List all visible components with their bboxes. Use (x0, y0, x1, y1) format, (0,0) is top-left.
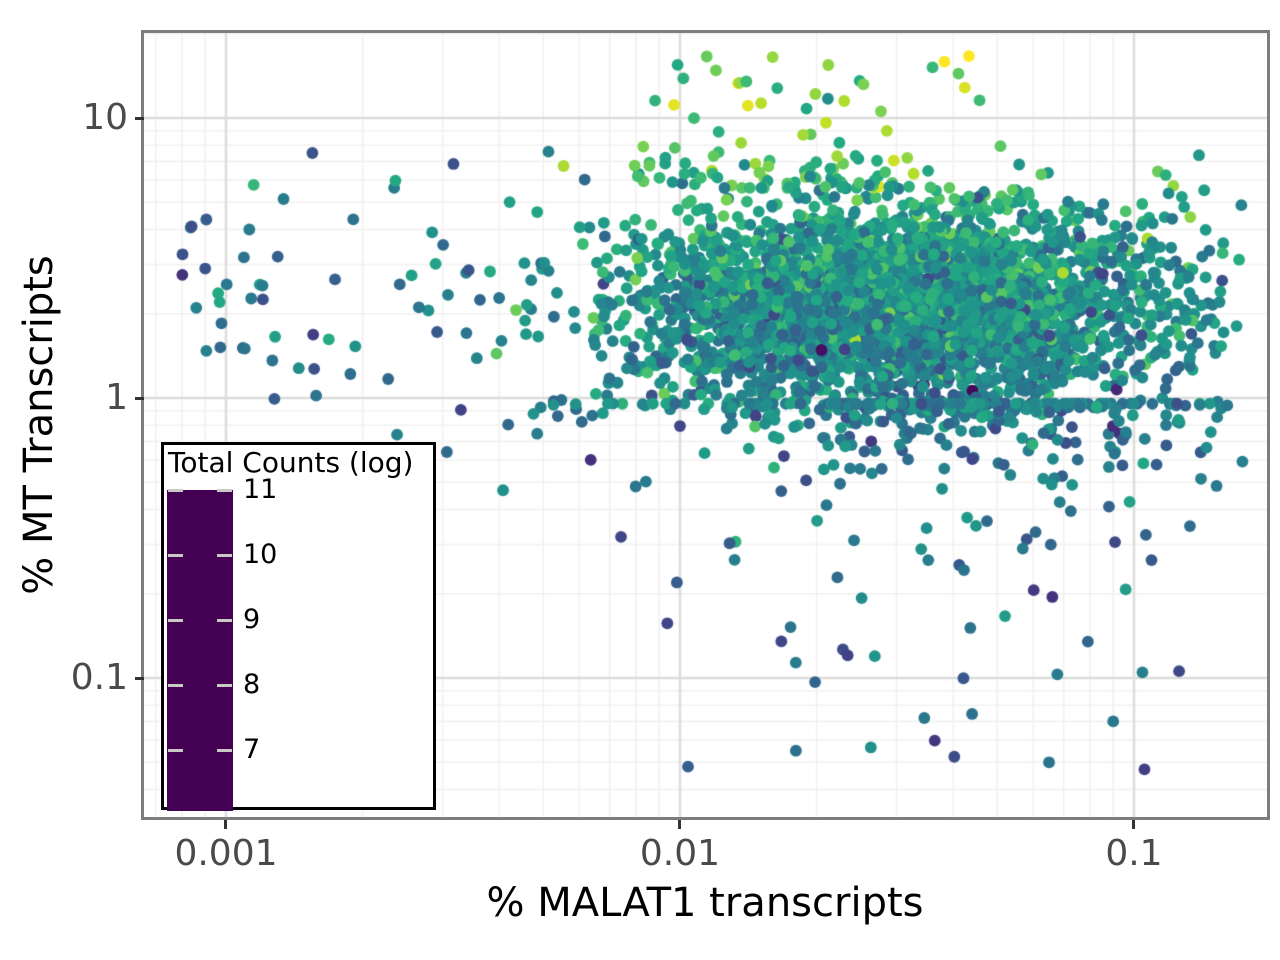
legend-tick-dash (217, 683, 232, 687)
legend-tick-dash (168, 618, 183, 622)
legend-tick-dash (217, 748, 232, 752)
x-axis-title: % MALAT1 transcripts (486, 880, 924, 926)
legend-tick-dash (217, 488, 232, 492)
legend-tick-dash (217, 553, 232, 557)
y-tick-mark (135, 116, 144, 120)
x-tick-label: 0.01 (639, 833, 721, 874)
legend-tick-label: 11 (243, 474, 278, 505)
legend-tick-dash (168, 488, 183, 492)
y-tick-label: 0.1 (70, 657, 128, 698)
legend-title: Total Counts (log) (168, 446, 414, 479)
legend-colorbar-gradient (167, 490, 233, 811)
legend-tick-label: 10 (243, 539, 278, 570)
y-tick-mark (135, 396, 144, 400)
y-tick-mark (135, 676, 144, 680)
x-tick-label: 0.1 (1105, 833, 1163, 874)
x-tick-label: 0.001 (174, 833, 278, 874)
legend-tick-dash (168, 553, 183, 557)
legend-tick-label: 8 (243, 669, 261, 700)
legend-tick-dash (168, 748, 183, 752)
y-tick-label: 1 (105, 377, 128, 418)
legend-tick-dash (168, 683, 183, 687)
y-axis-title: % MT Transcripts (16, 255, 62, 595)
legend-tick-dash (217, 618, 232, 622)
x-tick-mark (678, 820, 682, 829)
legend-tick-label: 9 (243, 604, 261, 635)
legend-box: Total Counts (log) 11 10 9 8 7 (161, 442, 436, 811)
y-tick-label: 10 (82, 97, 128, 138)
x-tick-mark (224, 820, 228, 829)
legend-tick-label: 7 (243, 734, 261, 765)
x-tick-mark (1132, 820, 1136, 829)
